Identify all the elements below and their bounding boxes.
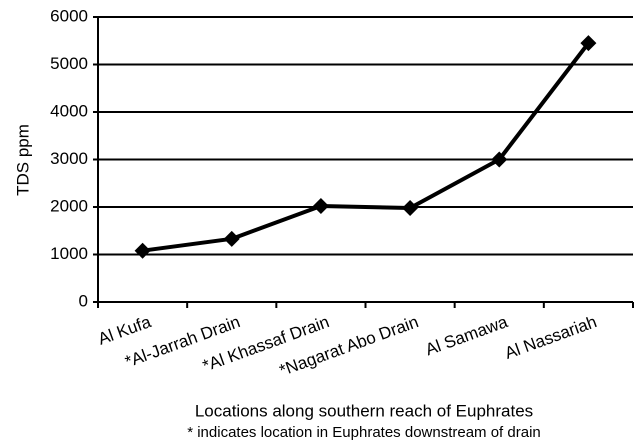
note: * indicates location in Euphrates downst… (187, 424, 541, 441)
x-axis-title: Locations along southern reach of Euphra… (195, 401, 533, 420)
x-tick-label: Al Samawa (423, 312, 511, 359)
marker (312, 198, 329, 215)
y-tick-label: 5000 (50, 54, 88, 73)
x-tick-label: Al Nassariah (502, 312, 599, 363)
marker (223, 230, 240, 247)
y-tick-label: 6000 (50, 6, 88, 25)
y-tick-label: 4000 (50, 101, 88, 120)
y-tick-label: 0 (79, 291, 88, 310)
data-line (142, 41, 591, 253)
marker (580, 35, 597, 52)
y-axis-title: TDS ppm (13, 124, 32, 196)
y-tick-label: 1000 (50, 244, 88, 263)
marker (491, 151, 508, 168)
y-tick-label: 2000 (50, 196, 88, 215)
x-tick-label: Al Kufa (95, 312, 154, 349)
marker (134, 242, 151, 259)
marker (402, 199, 419, 216)
y-tick-label: 3000 (50, 149, 88, 168)
